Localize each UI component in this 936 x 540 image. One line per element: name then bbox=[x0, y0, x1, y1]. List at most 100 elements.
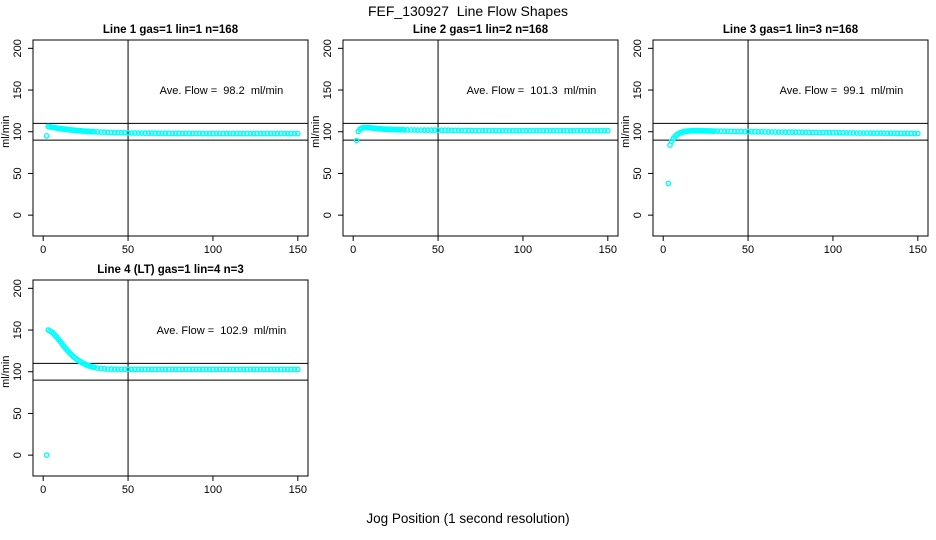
y-tick-label: 0 bbox=[322, 212, 334, 218]
y-axis-unit-label: ml/min bbox=[310, 116, 322, 148]
y-tick-label: 50 bbox=[12, 407, 24, 419]
data-point bbox=[823, 129, 830, 136]
data-point bbox=[257, 130, 264, 137]
data-point bbox=[277, 366, 284, 373]
x-tick-label: 150 bbox=[289, 244, 307, 256]
data-point bbox=[897, 130, 904, 137]
data-point bbox=[169, 130, 176, 137]
data-point bbox=[118, 129, 125, 136]
data-point bbox=[867, 130, 874, 137]
axis-ticks: 0 50 100 150 0 50 100 150 200 bbox=[322, 39, 617, 256]
data-point bbox=[775, 129, 782, 136]
data-point bbox=[503, 127, 509, 134]
data-point bbox=[128, 366, 135, 373]
subplot-title: Line 2 gas=1 lin=2 n=168 bbox=[413, 24, 549, 36]
subplot-line-3-plot: Line 3 gas=1 lin=3 n=168 0 50 100 150 0 50 100 1… bbox=[620, 24, 929, 256]
data-point bbox=[162, 130, 169, 137]
reference-lines bbox=[33, 280, 308, 476]
data-point bbox=[564, 127, 571, 134]
data-point bbox=[199, 366, 206, 373]
data-point bbox=[138, 366, 145, 373]
data-point bbox=[284, 366, 291, 373]
data-point bbox=[665, 180, 672, 187]
data-point bbox=[98, 129, 104, 136]
data-point bbox=[523, 127, 530, 134]
data-point bbox=[115, 366, 121, 373]
data-points bbox=[353, 124, 611, 144]
data-point bbox=[186, 130, 193, 137]
data-point bbox=[131, 366, 138, 373]
data-point bbox=[860, 130, 867, 137]
data-point bbox=[796, 129, 802, 136]
data-point bbox=[870, 130, 877, 137]
y-tick-label: 200 bbox=[12, 39, 24, 57]
data-point bbox=[455, 127, 462, 134]
data-point bbox=[768, 129, 775, 135]
data-point bbox=[728, 128, 735, 135]
data-point bbox=[176, 130, 182, 137]
data-point bbox=[513, 127, 520, 134]
y-tick-label: 150 bbox=[12, 321, 24, 339]
data-point bbox=[557, 127, 564, 134]
data-point bbox=[203, 366, 210, 373]
data-point bbox=[452, 127, 458, 134]
data-point bbox=[404, 127, 411, 133]
data-point bbox=[240, 130, 247, 137]
axis-ticks: 0 50 100 150 0 50 100 150 200 bbox=[632, 39, 927, 256]
data-point bbox=[243, 130, 250, 137]
data-point bbox=[125, 366, 132, 373]
y-axis-unit-label: ml/min bbox=[0, 356, 12, 388]
data-point bbox=[115, 129, 121, 136]
data-point bbox=[479, 127, 486, 134]
data-point bbox=[492, 127, 499, 134]
data-point bbox=[257, 366, 264, 373]
data-point bbox=[741, 128, 748, 135]
data-point bbox=[142, 366, 148, 373]
subplot-line-4-plot: Line 4 (LT) gas=1 lin=4 n=3 0 50 100 150 0 50 1… bbox=[0, 264, 309, 496]
data-point bbox=[213, 130, 220, 137]
data-point bbox=[411, 127, 418, 133]
data-point bbox=[159, 366, 165, 373]
data-point bbox=[223, 366, 230, 373]
data-point bbox=[911, 130, 918, 137]
data-point bbox=[209, 366, 216, 373]
data-point bbox=[840, 129, 847, 136]
data-point bbox=[172, 366, 179, 373]
data-point bbox=[128, 130, 135, 136]
y-tick-label: 200 bbox=[12, 279, 24, 297]
data-point bbox=[530, 127, 537, 134]
subplot-line-1: Line 1 gas=1 lin=1 n=168 0 50 100 150 0 50 100 1… bbox=[0, 22, 312, 266]
data-point bbox=[240, 366, 247, 373]
data-point bbox=[159, 130, 165, 137]
data-point bbox=[216, 130, 223, 137]
data-point bbox=[745, 128, 752, 135]
data-point bbox=[267, 366, 274, 373]
data-point bbox=[281, 130, 288, 137]
data-point bbox=[189, 366, 196, 373]
data-point bbox=[101, 365, 108, 372]
data-point bbox=[738, 128, 745, 135]
data-point bbox=[169, 366, 176, 373]
data-point bbox=[216, 366, 223, 373]
data-point bbox=[179, 366, 186, 373]
data-point bbox=[237, 366, 244, 373]
data-point bbox=[189, 130, 196, 137]
data-point bbox=[267, 130, 274, 137]
subplot-title: Line 3 gas=1 lin=3 n=168 bbox=[723, 24, 859, 36]
data-point bbox=[94, 129, 101, 135]
x-axis-label: Jog Position (1 second resolution) bbox=[366, 511, 570, 526]
data-point bbox=[536, 127, 543, 134]
data-point bbox=[142, 130, 148, 137]
data-point bbox=[577, 127, 584, 134]
data-point bbox=[735, 128, 741, 135]
data-point bbox=[284, 130, 291, 137]
data-point bbox=[237, 130, 244, 137]
data-point bbox=[182, 130, 189, 137]
data-point bbox=[526, 127, 533, 134]
data-point bbox=[43, 452, 50, 459]
data-point bbox=[165, 366, 172, 373]
x-tick-label: 150 bbox=[599, 244, 617, 256]
data-point bbox=[570, 127, 577, 134]
data-point bbox=[254, 130, 261, 137]
